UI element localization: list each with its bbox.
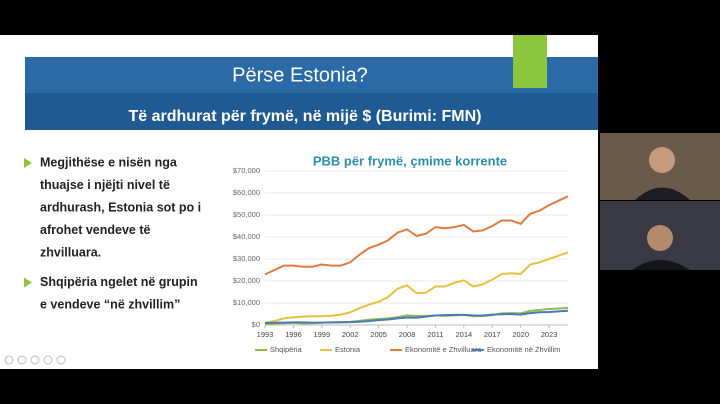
series-line [264,309,569,325]
y-tick-label: $40,000 [233,232,260,241]
series-line [264,195,569,276]
bullet-marker [24,158,32,168]
x-tick-label: 2011 [427,330,443,339]
y-tick-label: $70,000 [233,166,260,175]
face [647,225,673,251]
x-tick-label: 2014 [456,330,473,339]
tool[interactable] [4,355,14,365]
video-2 [600,201,720,270]
tool[interactable] [17,355,27,365]
x-tick-label: 1999 [313,330,330,339]
banner-top [25,57,598,93]
x-tick-label: 2020 [512,330,529,339]
y-tick-label: $20,000 [233,276,260,285]
y-tick-label: $30,000 [233,254,260,263]
y-tick-label: $10,000 [233,298,260,307]
toolbar[interactable] [4,355,66,365]
body [635,187,690,200]
face [649,147,675,173]
x-tick-label: 2008 [399,330,416,339]
series-line [264,251,569,324]
bullet-marker [24,277,32,288]
bullet-text: afrohet vendeve të [40,223,151,237]
chart-title: PBB për frymë, çmime korrente [313,153,507,168]
legend-label: Shqipëria [270,345,303,354]
x-tick-label: 1993 [257,330,274,339]
tool[interactable] [30,355,40,365]
tool[interactable] [56,355,66,365]
x-tick-label: 1996 [285,330,302,339]
x-tick-label: 2023 [541,330,558,339]
video-1 [600,133,720,200]
legend-label: Estonia [335,345,361,354]
bullet-text: thuajse i njëjti nivel të [40,178,170,192]
x-tick-label: 2017 [484,330,501,339]
x-tick-label: 2002 [342,330,359,339]
slide-title: Përse Estonia? [232,64,368,86]
bullet-text: Shqipëria ngelet në grupin [40,275,198,289]
body [632,260,690,270]
bullet-text: Megjithëse e nisën nga [40,155,178,169]
tool[interactable] [43,355,53,365]
y-tick-label: $60,000 [233,188,260,197]
bullet-text: ardhurash, Estonia sot po i [40,200,201,214]
bullet-text: e vendeve “në zhvillim” [40,297,180,311]
bullet-text: zhvilluara. [40,245,101,259]
slide-subtitle: Të ardhurat për frymë, në mijë $ (Burimi… [129,108,482,125]
accent [513,35,547,88]
y-tick-label: $50,000 [233,210,260,219]
y-tick-label: $0 [252,320,260,329]
legend-label: Ekonomitë në Zhvillim [487,345,560,354]
x-tick-label: 2005 [370,330,387,339]
legend-label: Ekonomitë e Zhvilluara [405,345,482,354]
